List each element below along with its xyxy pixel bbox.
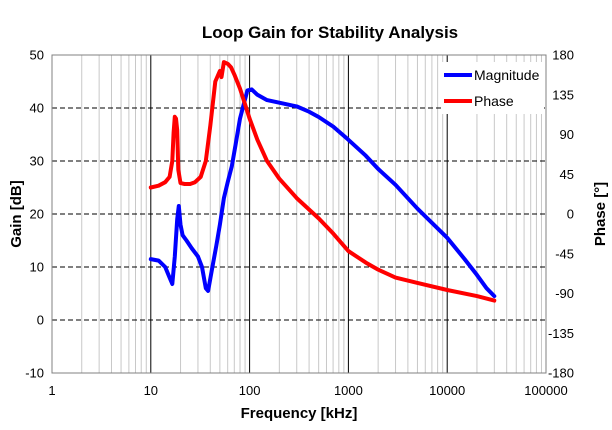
y2-tick-label: 0 xyxy=(567,207,574,222)
y2-axis-title: Phase [°] xyxy=(592,182,609,246)
y2-tick-label: 45 xyxy=(560,167,574,182)
y2-axis-ticks: -180 -135 -90 -45 0 45 90 135 180 xyxy=(548,48,574,381)
y-axis-title: Gain [dB] xyxy=(8,180,25,248)
x-tick-label: 10000 xyxy=(429,383,465,398)
y-tick-label: 30 xyxy=(30,154,44,169)
legend-label-magnitude: Magnitude xyxy=(474,67,540,83)
legend-label-phase: Phase xyxy=(474,93,514,109)
legend-box xyxy=(442,62,544,114)
y-tick-label: 0 xyxy=(37,313,44,328)
y-tick-label: 10 xyxy=(30,260,44,275)
y-tick-label: 40 xyxy=(30,101,44,116)
x-tick-label: 1 xyxy=(48,383,55,398)
x-axis-title: Frequency [kHz] xyxy=(241,405,358,422)
x-axis-ticks: 1 10 100 1000 10000 100000 xyxy=(48,383,567,398)
y-axis-ticks: -10 0 10 20 30 40 50 xyxy=(25,48,44,381)
y-tick-label: 50 xyxy=(30,48,44,63)
y-tick-label: -10 xyxy=(25,366,44,381)
legend: Magnitude Phase xyxy=(442,62,544,114)
y2-tick-label: -135 xyxy=(548,326,574,341)
series-group xyxy=(148,60,497,303)
series-line-phase xyxy=(148,60,497,303)
x-tick-label: 100 xyxy=(239,383,261,398)
y2-tick-label: 90 xyxy=(560,127,574,142)
y-tick-label: 20 xyxy=(30,207,44,222)
y2-tick-label: -45 xyxy=(555,246,574,261)
y2-tick-label: 180 xyxy=(552,48,574,63)
x-tick-label: 10 xyxy=(144,383,158,398)
series-line-magnitude xyxy=(148,87,497,299)
x-tick-label: 1000 xyxy=(334,383,363,398)
chart-title: Loop Gain for Stability Analysis xyxy=(202,23,458,42)
y2-tick-label: -180 xyxy=(548,366,574,381)
x-tick-label: 100000 xyxy=(524,383,567,398)
plot-area xyxy=(51,54,547,374)
y2-tick-label: -90 xyxy=(555,286,574,301)
y2-tick-label: 135 xyxy=(552,87,574,102)
